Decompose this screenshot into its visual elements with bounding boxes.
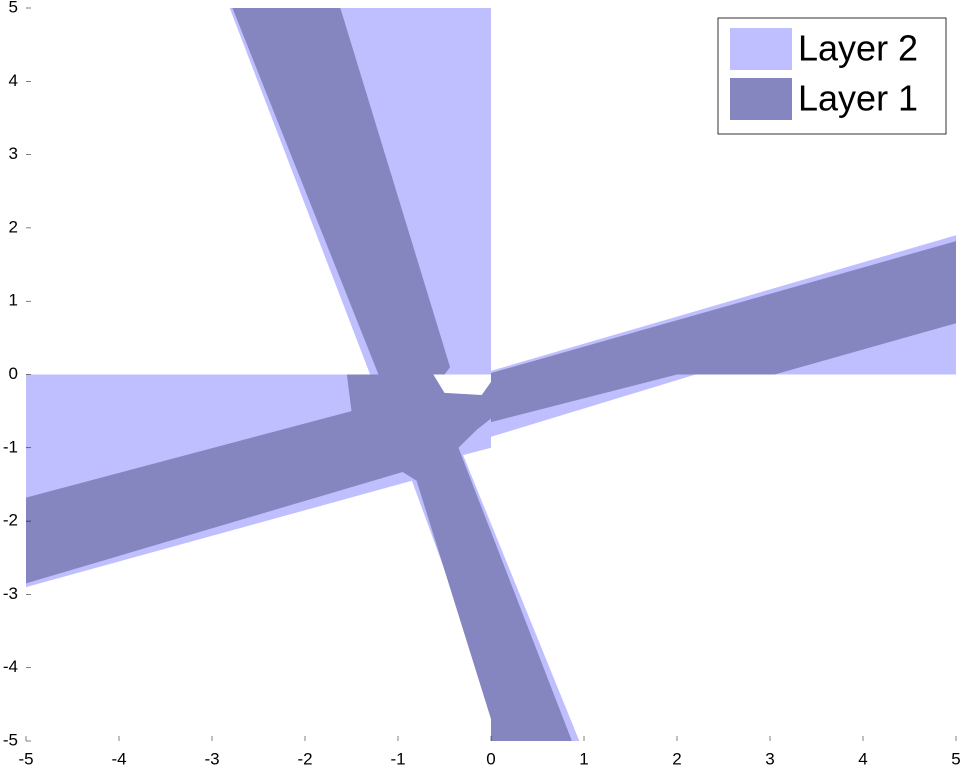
x-tick-label: 3 xyxy=(765,749,774,768)
x-tick-label: 1 xyxy=(579,749,588,768)
region xyxy=(491,241,956,423)
x-tick-label: -1 xyxy=(390,749,405,768)
y-tick-label: -3 xyxy=(3,584,18,603)
x-tick-label: 5 xyxy=(951,749,960,768)
y-tick-label: 4 xyxy=(9,71,18,90)
region xyxy=(232,8,451,375)
region xyxy=(26,374,572,741)
y-tick-label: -2 xyxy=(3,511,18,530)
y-tick-label: 2 xyxy=(9,217,18,236)
y-tick-label: 0 xyxy=(9,364,18,383)
y-tick-label: -4 xyxy=(3,657,18,676)
x-tick-label: 2 xyxy=(672,749,681,768)
legend-label: Layer 2 xyxy=(798,28,918,69)
y-tick-label: 1 xyxy=(9,291,18,310)
y-tick-label: -5 xyxy=(3,730,18,749)
x-tick-label: -5 xyxy=(18,749,33,768)
x-tick-label: -3 xyxy=(204,749,219,768)
legend-swatch xyxy=(730,28,792,70)
legend-swatch xyxy=(730,78,792,120)
x-tick-label: 4 xyxy=(858,749,867,768)
x-tick-label: -2 xyxy=(297,749,312,768)
x-tick-label: -4 xyxy=(111,749,126,768)
y-tick-label: 3 xyxy=(9,144,18,163)
x-tick-label: 0 xyxy=(486,749,495,768)
y-tick-label: 5 xyxy=(9,0,18,16)
legend-label: Layer 1 xyxy=(798,78,918,119)
y-tick-label: -1 xyxy=(3,437,18,456)
